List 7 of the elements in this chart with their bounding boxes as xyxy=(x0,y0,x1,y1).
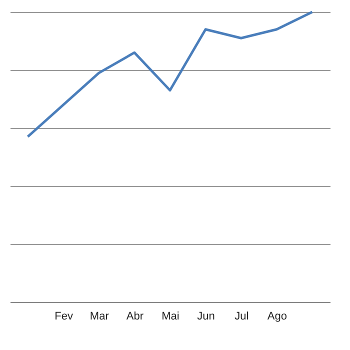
x-tick-label: Jun xyxy=(197,310,215,322)
x-tick-label: Abr xyxy=(126,310,144,322)
x-tick-label: Mai xyxy=(162,310,180,322)
x-tick-label: Ago xyxy=(267,310,287,322)
x-tick-label: Fev xyxy=(54,310,74,322)
x-tick-label: Jul xyxy=(234,310,249,322)
x-tick-label: Mar xyxy=(90,310,110,322)
